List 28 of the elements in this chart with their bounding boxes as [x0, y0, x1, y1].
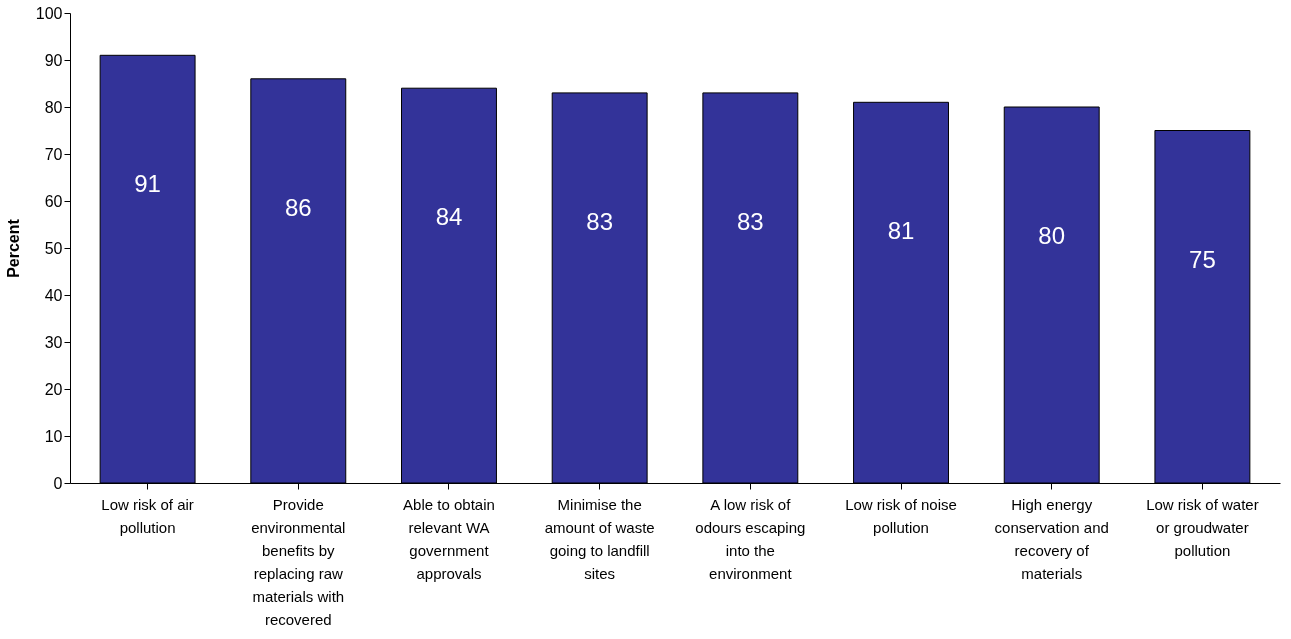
- y-tick-label: 10: [44, 427, 63, 445]
- x-tick-label: Minimise the amount of waste going to landfill sites: [544, 495, 655, 582]
- data-label: 81: [887, 217, 915, 245]
- y-tick-label: 30: [44, 333, 63, 351]
- x-tick-label: Low risk of noise pollution: [845, 495, 957, 536]
- y-tick-label: 40: [44, 286, 63, 304]
- x-tick-label: A low risk of odours escaping into the environment: [695, 495, 806, 582]
- x-tick-label: Low risk of air pollution: [101, 495, 194, 536]
- x-tick-label: Able to obtain relevant WA government approvals: [403, 495, 495, 582]
- y-tick-label: 100: [35, 4, 63, 22]
- data-label: 80: [1038, 222, 1066, 249]
- y-tick-label: 70: [44, 145, 63, 163]
- data-label: 83: [586, 207, 614, 235]
- y-tick-label: 80: [44, 98, 63, 116]
- data-label: 86: [284, 193, 312, 221]
- y-tick-label: 20: [44, 380, 63, 398]
- y-tick-label: 90: [44, 51, 63, 69]
- data-label: 91: [134, 170, 161, 198]
- data-label: 84: [435, 203, 463, 231]
- y-tick-label: 50: [44, 239, 63, 257]
- x-tick-label: Low risk of water or groudwater pollution: [1146, 495, 1259, 559]
- x-tick-label: Provide environmental benefits by replacing raw materials with recovered: [251, 495, 346, 628]
- x-tick-label: High energy conservation and recovery of materials: [994, 495, 1109, 582]
- y-axis-title: Percent: [4, 218, 22, 278]
- data-label: 75: [1189, 245, 1216, 273]
- data-label: 83: [736, 207, 764, 235]
- y-tick-label: 60: [44, 192, 63, 210]
- y-tick-label: 0: [53, 474, 63, 492]
